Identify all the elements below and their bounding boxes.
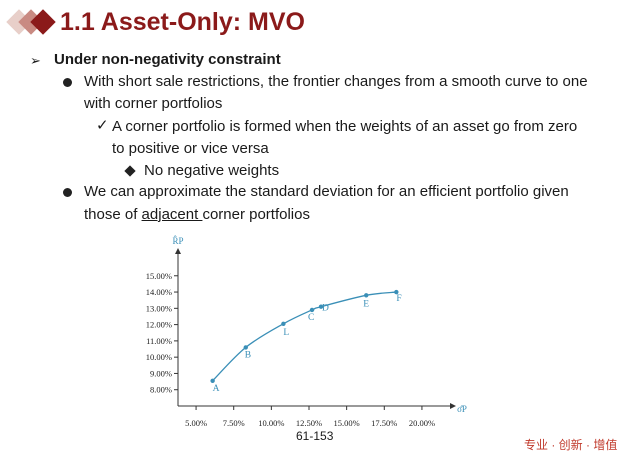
y-tick-label: 14.00%: [146, 287, 172, 297]
diamond-bullet-icon: [124, 165, 136, 177]
x-axis-label: σ̂P: [457, 404, 467, 414]
dot-bullet-icon: [63, 78, 72, 87]
dot-bullet-icon: [63, 188, 72, 197]
bullet-1-line-1: With short sale restrictions, the fronti…: [84, 73, 588, 90]
page-title: 1.1 Asset-Only: MVO: [60, 8, 305, 36]
x-tick-label: 15.00%: [334, 418, 360, 428]
bullet-2-text-post: corner portfolios: [202, 206, 310, 223]
corner-portfolio-label: C: [308, 313, 314, 323]
x-tick-label: 7.50%: [223, 418, 245, 428]
y-tick-label: 10.00%: [146, 352, 172, 362]
adjacent-underlined-text: adjacent: [141, 206, 203, 223]
x-tick-label: 20.00%: [409, 418, 435, 428]
bullet-2-text-pre: those of: [84, 206, 142, 223]
corner-portfolio-point: [281, 321, 286, 326]
sub-bullet-line-2: to positive or vice versa: [112, 140, 269, 157]
corner-portfolio-point: [318, 304, 324, 309]
section-heading: Under non-negativity constraint: [54, 51, 281, 68]
sub-bullet-line-1: A corner portfolio is formed when the we…: [112, 118, 578, 135]
corner-portfolio-label: D: [322, 304, 329, 314]
x-axis-arrow-icon: [450, 403, 456, 409]
corner-portfolio-label: B: [245, 350, 251, 360]
corner-portfolio-label: A: [213, 384, 220, 394]
y-axis-arrow-icon: [175, 248, 181, 254]
bullet-2-line-2: those of adjacent corner portfolios: [84, 205, 310, 225]
bullet-2-line-1: We can approximate the standard deviatio…: [84, 183, 569, 200]
corner-portfolio-label: L: [283, 328, 289, 338]
y-tick-label: 15.00%: [146, 271, 172, 281]
corner-portfolio-point: [243, 345, 248, 350]
sub-sub-bullet: No negative weights: [144, 162, 280, 179]
corner-portfolio-point: [210, 378, 215, 383]
efficient-frontier-chart: σ̂P R̂P 8.00% 9.00% 10.00% 11.00% 12.00% 13.00%…: [146, 235, 467, 428]
slogan: 专业 · 创新 · 增值: [524, 438, 618, 452]
y-tick-label: 12.00%: [146, 320, 172, 330]
bullet-1-line-2: with corner portfolios: [84, 95, 223, 112]
arrow-bullet-icon: ➢: [30, 53, 41, 68]
corner-portfolio-point: [309, 307, 315, 313]
page-number: 61-153: [296, 429, 334, 443]
corner-portfolio-label: F: [396, 294, 401, 304]
y-tick-label: 8.00%: [150, 385, 172, 395]
x-tick-label: 12.50%: [296, 418, 322, 428]
corner-portfolio-point: [364, 293, 369, 298]
x-tick-label: 5.00%: [185, 418, 207, 428]
y-axis-label: R̂P: [172, 235, 183, 246]
x-tick-label: 17.50%: [371, 418, 397, 428]
corner-portfolio-point: [394, 289, 399, 295]
y-tick-label: 13.00%: [146, 303, 172, 313]
corner-portfolio-label: E: [363, 299, 369, 309]
y-tick-label: 9.00%: [150, 368, 172, 378]
title-bar: 1.1 Asset-Only: MVO: [0, 0, 632, 44]
x-tick-label: 10.00%: [258, 418, 284, 428]
check-bullet-icon: ✓: [96, 117, 109, 134]
y-tick-label: 11.00%: [146, 336, 172, 346]
